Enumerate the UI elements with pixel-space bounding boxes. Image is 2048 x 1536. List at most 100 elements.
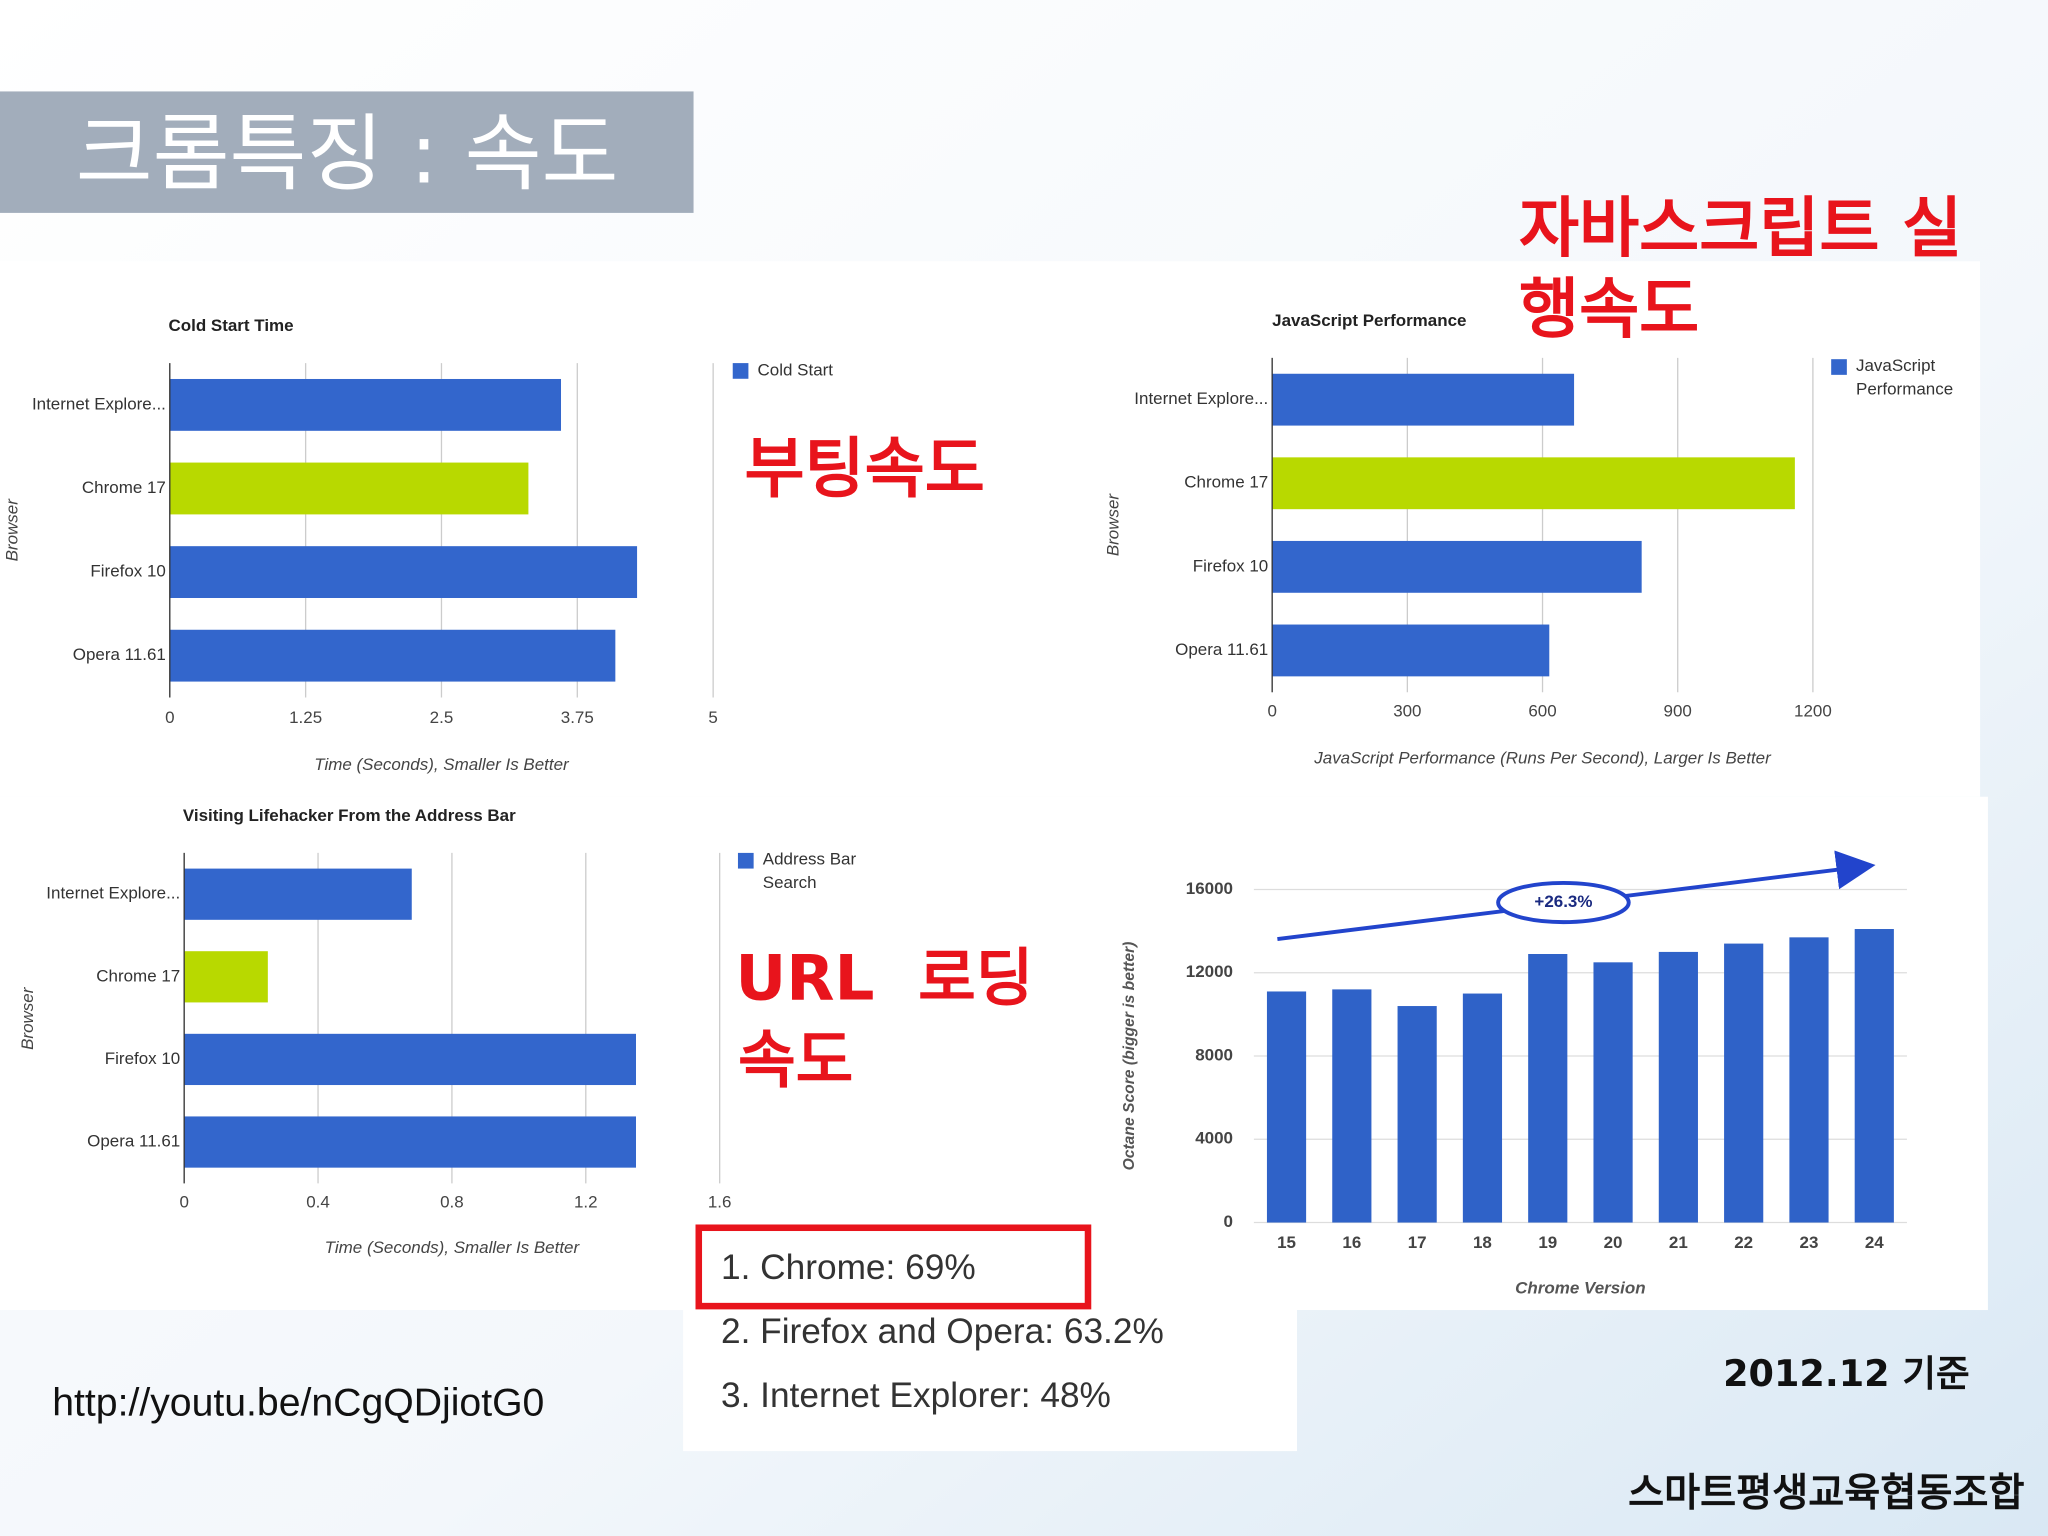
y-tick-label: Chrome 17 xyxy=(96,966,180,985)
x-axis-label: Chrome Version xyxy=(1515,1279,1645,1298)
ranking-item: 2. Firefox and Opera: 63.2% xyxy=(721,1312,1164,1351)
y-axis-label: Octane Score (bigger is better) xyxy=(1121,942,1138,1171)
y-tick-label: 16000 xyxy=(1186,879,1233,898)
x-tick-label: 0.8 xyxy=(440,1192,464,1211)
bar xyxy=(1724,943,1764,1223)
x-tick-label: 0 xyxy=(165,708,174,727)
bar xyxy=(1462,993,1503,1223)
x-tick-label: 0 xyxy=(179,1192,188,1211)
bar xyxy=(169,378,562,431)
chart-title: Cold Start Time xyxy=(168,316,293,335)
annotation: 자바스크립트 실 xyxy=(1519,191,1962,267)
slide-title: 크롬특징 : 속도 xyxy=(76,104,619,202)
ranking-item: 3. Internet Explorer: 48% xyxy=(721,1376,1111,1415)
y-axis-label: Browser xyxy=(18,986,37,1050)
chart-panel xyxy=(0,261,1981,797)
bar xyxy=(184,868,412,920)
y-tick-label: Internet Explore... xyxy=(32,394,166,413)
annotation-ellipse xyxy=(1496,880,1631,925)
x-tick-label: 24 xyxy=(1865,1233,1884,1252)
annotation: 행속도 xyxy=(1519,272,1699,348)
y-tick-label: Firefox 10 xyxy=(1193,556,1268,575)
y-tick-label: 12000 xyxy=(1186,962,1233,981)
x-axis-label: Time (Seconds), Smaller Is Better xyxy=(325,1238,581,1257)
x-tick-label: 18 xyxy=(1473,1233,1492,1252)
bar xyxy=(1854,929,1894,1223)
x-tick-label: 1200 xyxy=(1794,701,1832,720)
bar xyxy=(169,546,638,598)
legend-label: JavaScript Performance xyxy=(1856,357,1953,400)
y-tick-label: 0 xyxy=(1224,1212,1233,1231)
x-tick-label: 21 xyxy=(1669,1233,1688,1252)
highlight-box xyxy=(695,1224,1092,1310)
y-tick-label: Opera 11.61 xyxy=(73,645,166,664)
y-tick-label: Chrome 17 xyxy=(82,478,166,497)
x-tick-label: 19 xyxy=(1538,1233,1557,1252)
x-axis-label: JavaScript Performance (Runs Per Second)… xyxy=(1313,748,1772,767)
bar xyxy=(169,629,616,682)
x-tick-label: 5 xyxy=(708,708,717,727)
bar xyxy=(1332,989,1372,1223)
bar xyxy=(184,1116,636,1168)
y-tick-label: 8000 xyxy=(1195,1045,1233,1064)
bar xyxy=(1272,457,1795,510)
x-tick-label: 1.2 xyxy=(574,1192,598,1211)
x-tick-label: 17 xyxy=(1408,1233,1427,1252)
bar xyxy=(1272,624,1550,677)
bar xyxy=(1272,373,1575,426)
x-tick-label: 16 xyxy=(1342,1233,1361,1252)
bar xyxy=(1593,962,1633,1223)
title-bar xyxy=(0,91,694,213)
x-tick-label: 1.6 xyxy=(708,1192,732,1211)
ranking-panel xyxy=(683,1221,1297,1452)
x-tick-label: 23 xyxy=(1800,1233,1819,1252)
bar xyxy=(1272,540,1642,593)
footer: 스마트평생교육협동조합 xyxy=(1628,1471,2024,1516)
chart-title: JavaScript Performance xyxy=(1272,311,1466,330)
bar xyxy=(184,951,268,1003)
legend-swatch xyxy=(1831,359,1847,375)
y-tick-label: 4000 xyxy=(1195,1129,1233,1148)
bar xyxy=(1528,954,1568,1223)
x-tick-label: 15 xyxy=(1277,1233,1296,1252)
bar xyxy=(184,1033,636,1086)
y-axis-label: Browser xyxy=(1104,493,1123,557)
bar xyxy=(169,462,529,515)
annotation: 속도 xyxy=(738,1024,853,1097)
x-tick-label: 2.5 xyxy=(430,708,454,727)
date: 2012.12 기준 xyxy=(1723,1352,1970,1395)
x-tick-label: 900 xyxy=(1664,701,1692,720)
x-tick-label: 3.75 xyxy=(561,708,594,727)
source-url: http://youtu.be/nCgQDjiotG0 xyxy=(52,1382,544,1425)
x-axis-label: Time (Seconds), Smaller Is Better xyxy=(314,755,570,774)
bar xyxy=(1658,951,1698,1223)
ranking-item: 1. Chrome: 69% xyxy=(721,1248,976,1287)
bar xyxy=(1266,991,1307,1223)
y-tick-label: Internet Explore... xyxy=(1134,389,1268,408)
y-tick-label: Opera 11.61 xyxy=(87,1132,180,1151)
bar xyxy=(1397,1006,1437,1223)
legend-label: Cold Start xyxy=(758,360,834,379)
annotation: +26.3% xyxy=(1534,892,1592,911)
y-tick-label: Chrome 17 xyxy=(1184,473,1268,492)
y-tick-label: Opera 11.61 xyxy=(1175,640,1268,659)
annotation: URL 로딩 xyxy=(735,941,1033,1014)
annotation: 부팅속도 xyxy=(744,431,984,507)
legend-label: Address Bar Search xyxy=(763,850,857,893)
y-tick-label: Firefox 10 xyxy=(105,1049,180,1068)
y-axis-label: Browser xyxy=(3,498,22,562)
y-tick-label: Internet Explore... xyxy=(46,884,180,903)
chart-title: Visiting Lifehacker From the Address Bar xyxy=(183,806,516,825)
y-tick-label: Firefox 10 xyxy=(90,562,165,581)
x-tick-label: 1.25 xyxy=(289,708,322,727)
x-tick-label: 20 xyxy=(1604,1233,1623,1252)
legend-swatch xyxy=(732,363,749,379)
x-tick-label: 300 xyxy=(1393,701,1421,720)
x-tick-label: 22 xyxy=(1734,1233,1753,1252)
x-tick-label: 600 xyxy=(1528,701,1556,720)
x-tick-label: 0.4 xyxy=(306,1192,330,1211)
bar xyxy=(1789,937,1829,1223)
x-tick-label: 0 xyxy=(1267,701,1276,720)
